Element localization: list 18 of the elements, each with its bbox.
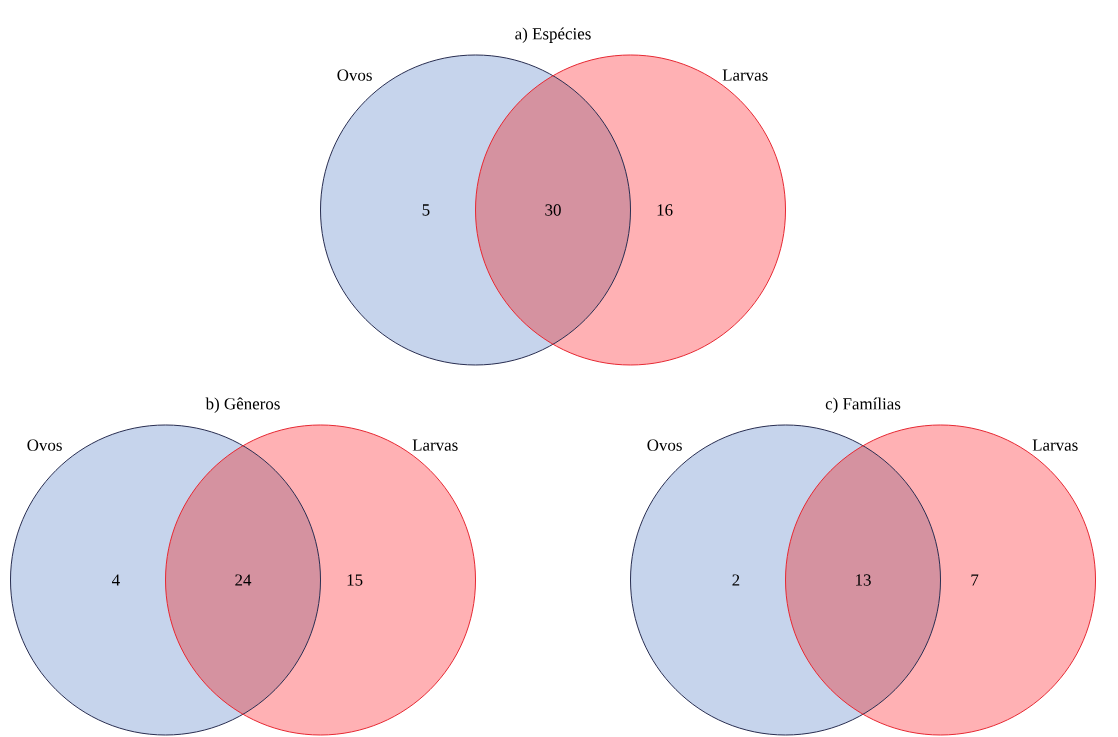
data-label: 4 bbox=[112, 574, 120, 586]
data-label: 7 bbox=[971, 574, 979, 586]
data-label: 5 bbox=[422, 204, 430, 216]
text: Larvas bbox=[412, 439, 458, 451]
text: a) Espécies bbox=[515, 27, 591, 43]
text: Larvas bbox=[722, 69, 768, 81]
data-label: 30 bbox=[545, 204, 561, 216]
data-label: 2 bbox=[732, 574, 740, 586]
text: Ovos bbox=[337, 69, 372, 81]
data-label: 24 bbox=[235, 574, 252, 586]
text: Ovos bbox=[647, 439, 682, 451]
data-label: 13 bbox=[856, 574, 871, 586]
text: Larvas bbox=[1032, 439, 1078, 451]
data-label: 16 bbox=[657, 204, 673, 216]
data-label: 15 bbox=[347, 574, 363, 586]
text: b) Gêneros bbox=[205, 397, 280, 413]
text: c) Famílias bbox=[825, 397, 901, 413]
text: Ovos bbox=[27, 439, 62, 451]
